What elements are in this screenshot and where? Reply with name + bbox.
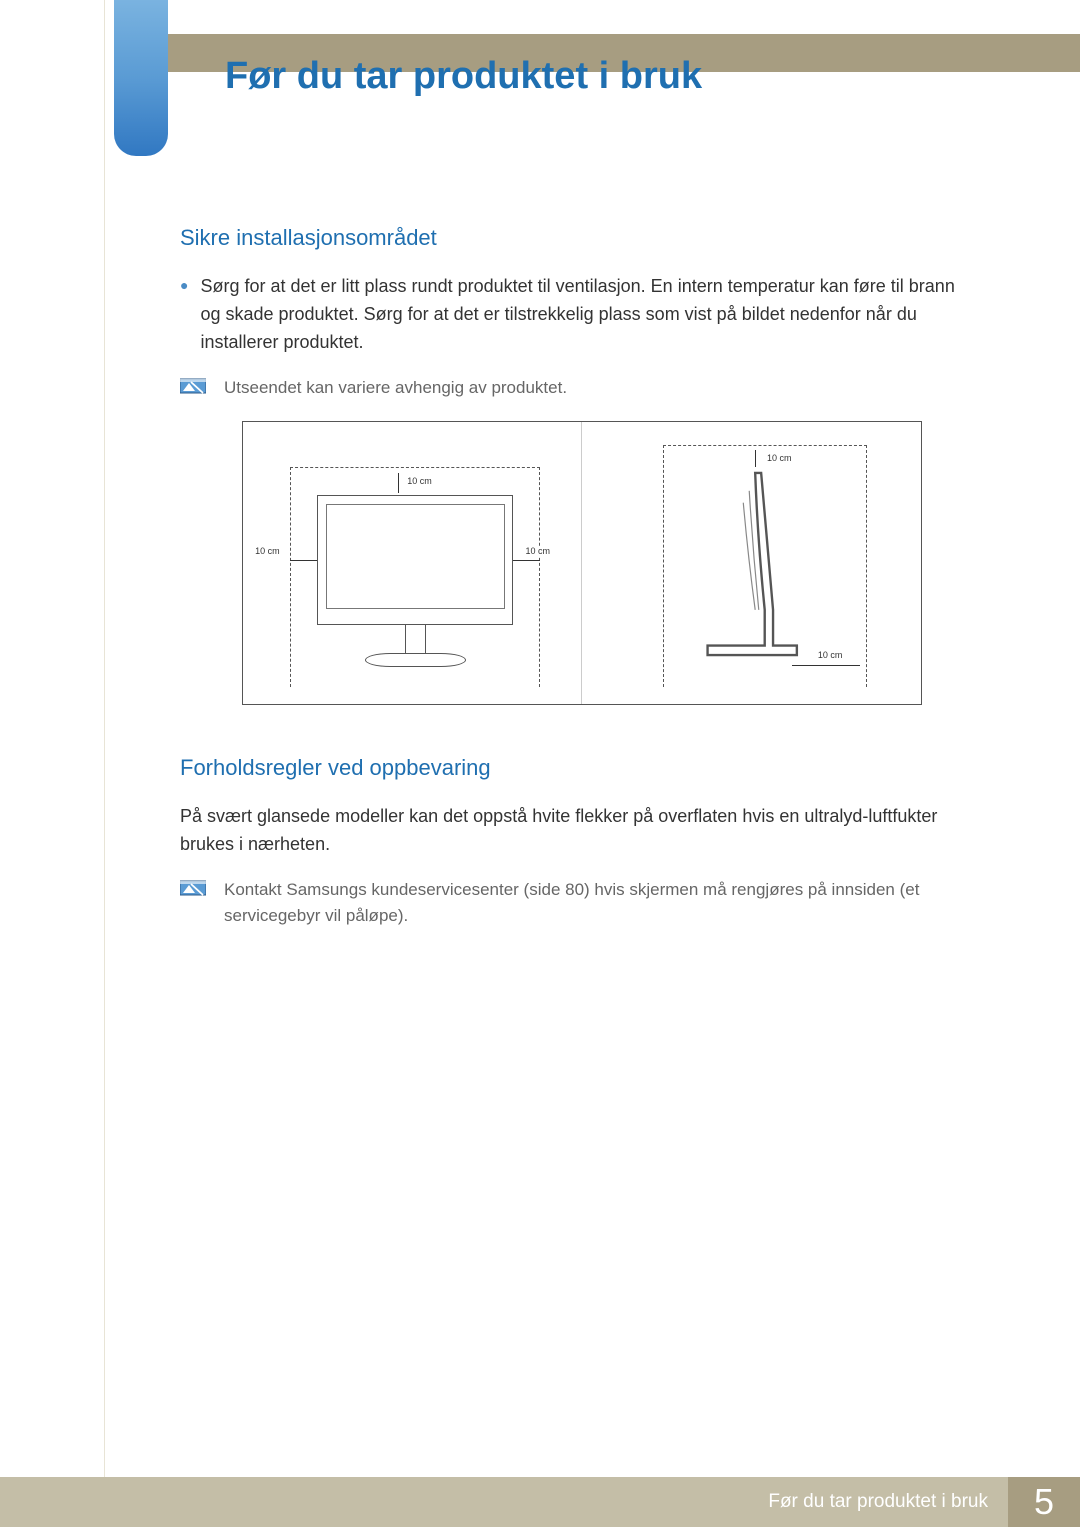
diagram-front-view: 10 cm 10 cm 10 cm [243,422,582,704]
footer-bar: Før du tar produktet i bruk 5 [0,1477,1080,1527]
bullet-text: Sørg for at det er litt plass rundt prod… [200,273,970,357]
label-side-right: 10 cm [816,650,845,660]
margin-rule [104,0,105,1527]
monitor-front [317,495,513,625]
chapter-title: Før du tar produktet i bruk [225,55,702,98]
monitor-side [684,467,826,681]
arrow-top [398,473,399,493]
note-row-1: Utseendet kan variere avhengig av produk… [180,375,970,401]
label-left: 10 cm [253,546,282,556]
footer-section-title: Før du tar produktet i bruk [768,1477,1008,1527]
monitor-neck [405,625,425,653]
label-side-top: 10 cm [765,453,794,463]
monitor-base [365,653,466,667]
label-right: 10 cm [524,546,553,556]
header-tab [114,0,168,156]
note-row-2: Kontakt Samsungs kundeservicesenter (sid… [180,877,970,930]
bullet-icon: ● [180,277,188,357]
footer-page-number: 5 [1008,1477,1080,1527]
note-icon [180,375,206,397]
body-text-2: På svært glansede modeller kan det oppst… [180,803,970,859]
arrow-right [513,560,540,561]
arrow-side-right [792,665,860,666]
note-icon [180,877,206,899]
section-heading-1: Sikre installasjonsområdet [180,225,970,251]
document-page: Før du tar produktet i bruk Sikre instal… [0,0,1080,1527]
content-area: Sikre installasjonsområdet ● Sørg for at… [180,225,970,949]
label-top: 10 cm [405,476,434,486]
note-text-1: Utseendet kan variere avhengig av produk… [224,375,567,401]
arrow-side-top [755,450,756,467]
section-heading-2: Forholdsregler ved oppbevaring [180,755,970,781]
bullet-item: ● Sørg for at det er litt plass rundt pr… [180,273,970,357]
note-text-2: Kontakt Samsungs kundeservicesenter (sid… [224,877,970,930]
diagram-side-view: 10 cm 10 cm [582,422,921,704]
clearance-diagram: 10 cm 10 cm 10 cm 10 cm 10 cm [242,421,922,705]
monitor-screen [326,504,505,609]
arrow-left [290,560,317,561]
